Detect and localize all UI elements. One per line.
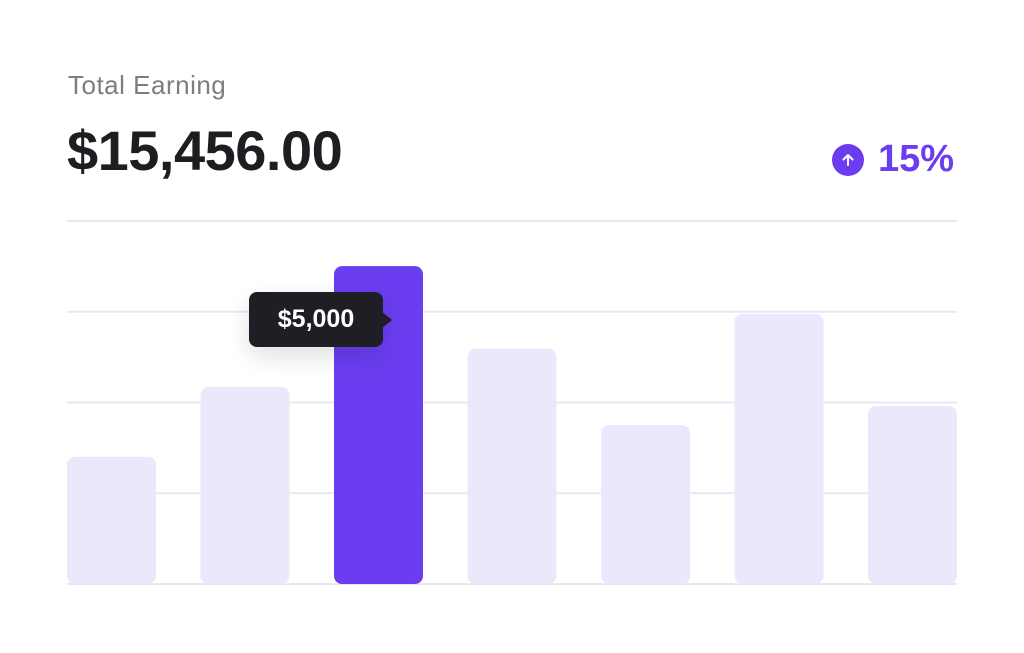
- bar[interactable]: [200, 386, 290, 584]
- bar[interactable]: [601, 425, 690, 584]
- change-percent: 15%: [877, 138, 954, 180]
- bar-tooltip: $5,000: [249, 292, 392, 347]
- total-earning-value: $15,456.00: [67, 119, 343, 182]
- bar[interactable]: [67, 456, 156, 584]
- bar[interactable]: [868, 405, 957, 584]
- change-indicator: 15%: [831, 138, 954, 181]
- arrow-up-circle-icon: [831, 143, 864, 176]
- total-earning-label: Total Earning: [68, 70, 227, 100]
- bar[interactable]: [734, 313, 824, 584]
- bar[interactable]: [467, 348, 557, 584]
